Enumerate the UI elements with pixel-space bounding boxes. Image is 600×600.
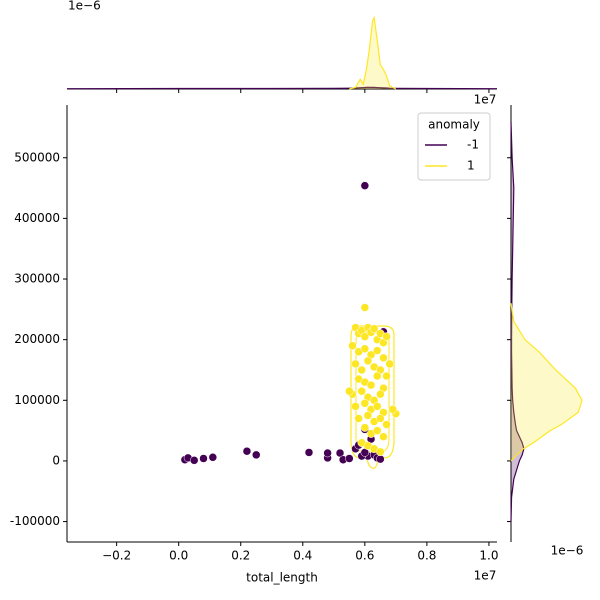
legend-box	[417, 112, 491, 181]
scatter-point	[360, 181, 370, 190]
scatter-point	[379, 353, 388, 363]
scatter-point	[363, 356, 373, 366]
scatter-point	[351, 402, 360, 411]
scatter-point	[369, 324, 379, 333]
scatter-point	[382, 420, 391, 429]
x-tick-label: 0.8	[417, 549, 436, 563]
y-tick-label: 200000	[14, 332, 60, 346]
scatter-point	[382, 332, 391, 341]
scatter-point	[323, 448, 332, 458]
scatter-point	[242, 446, 252, 456]
offset-label: 1e−6	[68, 0, 101, 13]
scatter-point	[360, 399, 370, 408]
scatter-point	[351, 359, 360, 369]
scatter-point	[251, 450, 261, 460]
scatter-point	[360, 303, 370, 312]
scatter-point	[388, 405, 398, 414]
scatter-point	[376, 414, 385, 423]
scatter-point	[189, 456, 199, 465]
kde-area	[349, 17, 396, 89]
scatter-point	[372, 371, 382, 381]
offset-label: 1e7	[474, 569, 497, 583]
kde-area	[511, 303, 583, 461]
x-tick-label: 0.0	[169, 549, 188, 563]
scatter-point	[372, 346, 382, 355]
scatter-point	[372, 426, 382, 435]
x-tick-label: 0.4	[293, 549, 312, 563]
scatter-point	[357, 386, 366, 396]
kde-line	[510, 121, 525, 522]
scatter-point	[379, 432, 388, 441]
kde-line	[349, 15, 397, 90]
offset-label: 1e7	[474, 93, 497, 107]
legend-title: anomaly	[428, 118, 480, 132]
legend-label: 1	[467, 159, 475, 173]
scatter-point	[354, 414, 363, 423]
x-axis-label: total_length	[246, 571, 318, 585]
x-tick-label: −0.2	[102, 549, 131, 563]
scatter-point	[208, 453, 218, 462]
y-tick-label: 500000	[14, 150, 60, 164]
y-tick-label: 100000	[14, 393, 60, 407]
scatter-point	[360, 423, 370, 432]
legend-label: -1	[467, 138, 479, 152]
scatter-point	[345, 454, 354, 463]
scatter-point	[348, 341, 357, 350]
y-tick-label: 0	[52, 453, 60, 467]
scatter-point	[360, 332, 370, 341]
scatter-point	[363, 411, 373, 420]
scatter-point	[199, 454, 208, 463]
scatter-point	[345, 386, 354, 396]
offset-label: 1e−6	[551, 544, 584, 558]
y-tick-label: 400000	[14, 211, 60, 225]
scatter-point	[372, 402, 382, 411]
y-tick-label: -100000	[10, 514, 60, 528]
scatter-point	[376, 454, 385, 464]
scatter-point	[385, 359, 394, 369]
x-tick-label: 1.0	[479, 549, 498, 563]
scatter-point	[304, 448, 314, 457]
scatter-point	[376, 447, 385, 457]
y-tick-label: 300000	[14, 272, 60, 286]
x-tick-label: 0.2	[231, 549, 250, 563]
kde-line	[66, 86, 498, 90]
kde-line	[510, 303, 583, 462]
scatter-point	[357, 365, 366, 375]
kde-area	[511, 121, 524, 522]
scatter-point	[376, 389, 385, 399]
scatter-point	[360, 344, 370, 354]
x-tick-label: 0.6	[355, 549, 374, 563]
scatter-point	[382, 371, 391, 381]
scatter-point	[366, 380, 376, 390]
